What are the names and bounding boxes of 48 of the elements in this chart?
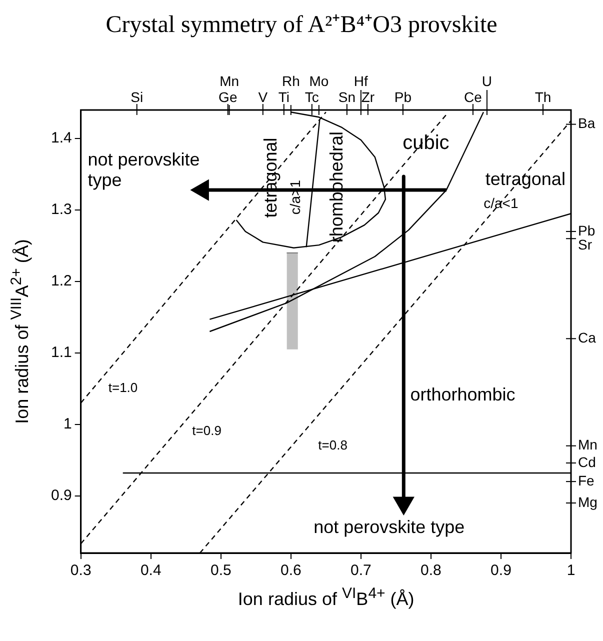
x-tick-label: 0.4 bbox=[140, 562, 162, 580]
x-tick-label: 1 bbox=[566, 562, 576, 580]
y-tick-label: 1.4 bbox=[50, 130, 72, 147]
annotation: t=1.0 bbox=[108, 380, 138, 396]
y-tick-label: 1.3 bbox=[50, 201, 72, 218]
x-tick-label: 0.3 bbox=[70, 562, 92, 580]
x-tick-label: 0.5 bbox=[210, 562, 232, 580]
chart-title: Crystal symmetry of A²⁺B⁴⁺O3 provskite bbox=[104, 11, 498, 39]
ref-line-label: Sr bbox=[578, 236, 592, 252]
ref-line-label: Sn bbox=[338, 89, 356, 105]
ref-line-label: Ce bbox=[464, 89, 482, 105]
y-tick-label: 0.9 bbox=[50, 486, 72, 504]
annotation: not perovskite type bbox=[314, 517, 465, 538]
annotation: orthorhombic bbox=[410, 384, 516, 405]
y-tick-label: 1.1 bbox=[50, 344, 72, 362]
ref-line-label: Mn bbox=[220, 73, 240, 89]
ref-line-label: Pb bbox=[394, 89, 412, 105]
ref-line-label: Pb bbox=[578, 222, 596, 238]
annotation: tetragonal bbox=[485, 168, 566, 189]
ref-line-label: U bbox=[482, 73, 492, 89]
ref-line-label: V bbox=[258, 89, 268, 105]
ref-line-label: Zr bbox=[361, 89, 375, 105]
ref-line-label: Ti bbox=[278, 89, 290, 105]
x-axis-title: Ion radius of $^{VI}$B$^{4+}$ (Å) bbox=[238, 585, 414, 610]
ref-line-label: Hf bbox=[354, 73, 368, 89]
x-tick-label: 0.9 bbox=[490, 562, 512, 580]
ref-line-label: Fe bbox=[578, 472, 595, 488]
y-tick-label: 1.2 bbox=[50, 272, 72, 290]
annotation: t=0.8 bbox=[318, 437, 348, 452]
x-tick-label: 0.6 bbox=[280, 562, 302, 580]
y-tick-label: 1 bbox=[64, 416, 72, 433]
annotation: c/a<1 bbox=[484, 195, 518, 212]
ref-line-label: Rh bbox=[282, 73, 300, 89]
ref-line-label: Tc bbox=[304, 89, 319, 105]
annotation: t=0.9 bbox=[192, 423, 222, 438]
x-tick-label: 0.7 bbox=[350, 562, 372, 580]
annotation: cubic bbox=[402, 132, 450, 154]
annotation: not perovskite type bbox=[88, 149, 200, 190]
ref-line-label: Ba bbox=[578, 115, 596, 132]
ref-line-label: Mo bbox=[309, 73, 329, 89]
ref-line-label: Th bbox=[534, 89, 552, 105]
ref-line-label: Ge bbox=[218, 89, 238, 105]
ref-line-label: Si bbox=[130, 89, 144, 105]
ref-line-label: Mg bbox=[578, 494, 598, 510]
x-tick-label: 0.8 bbox=[420, 562, 442, 580]
ref-line-label: Mn bbox=[578, 436, 598, 453]
ref-line-label: Cd bbox=[578, 454, 596, 470]
ref-line-label: Ca bbox=[578, 330, 596, 346]
